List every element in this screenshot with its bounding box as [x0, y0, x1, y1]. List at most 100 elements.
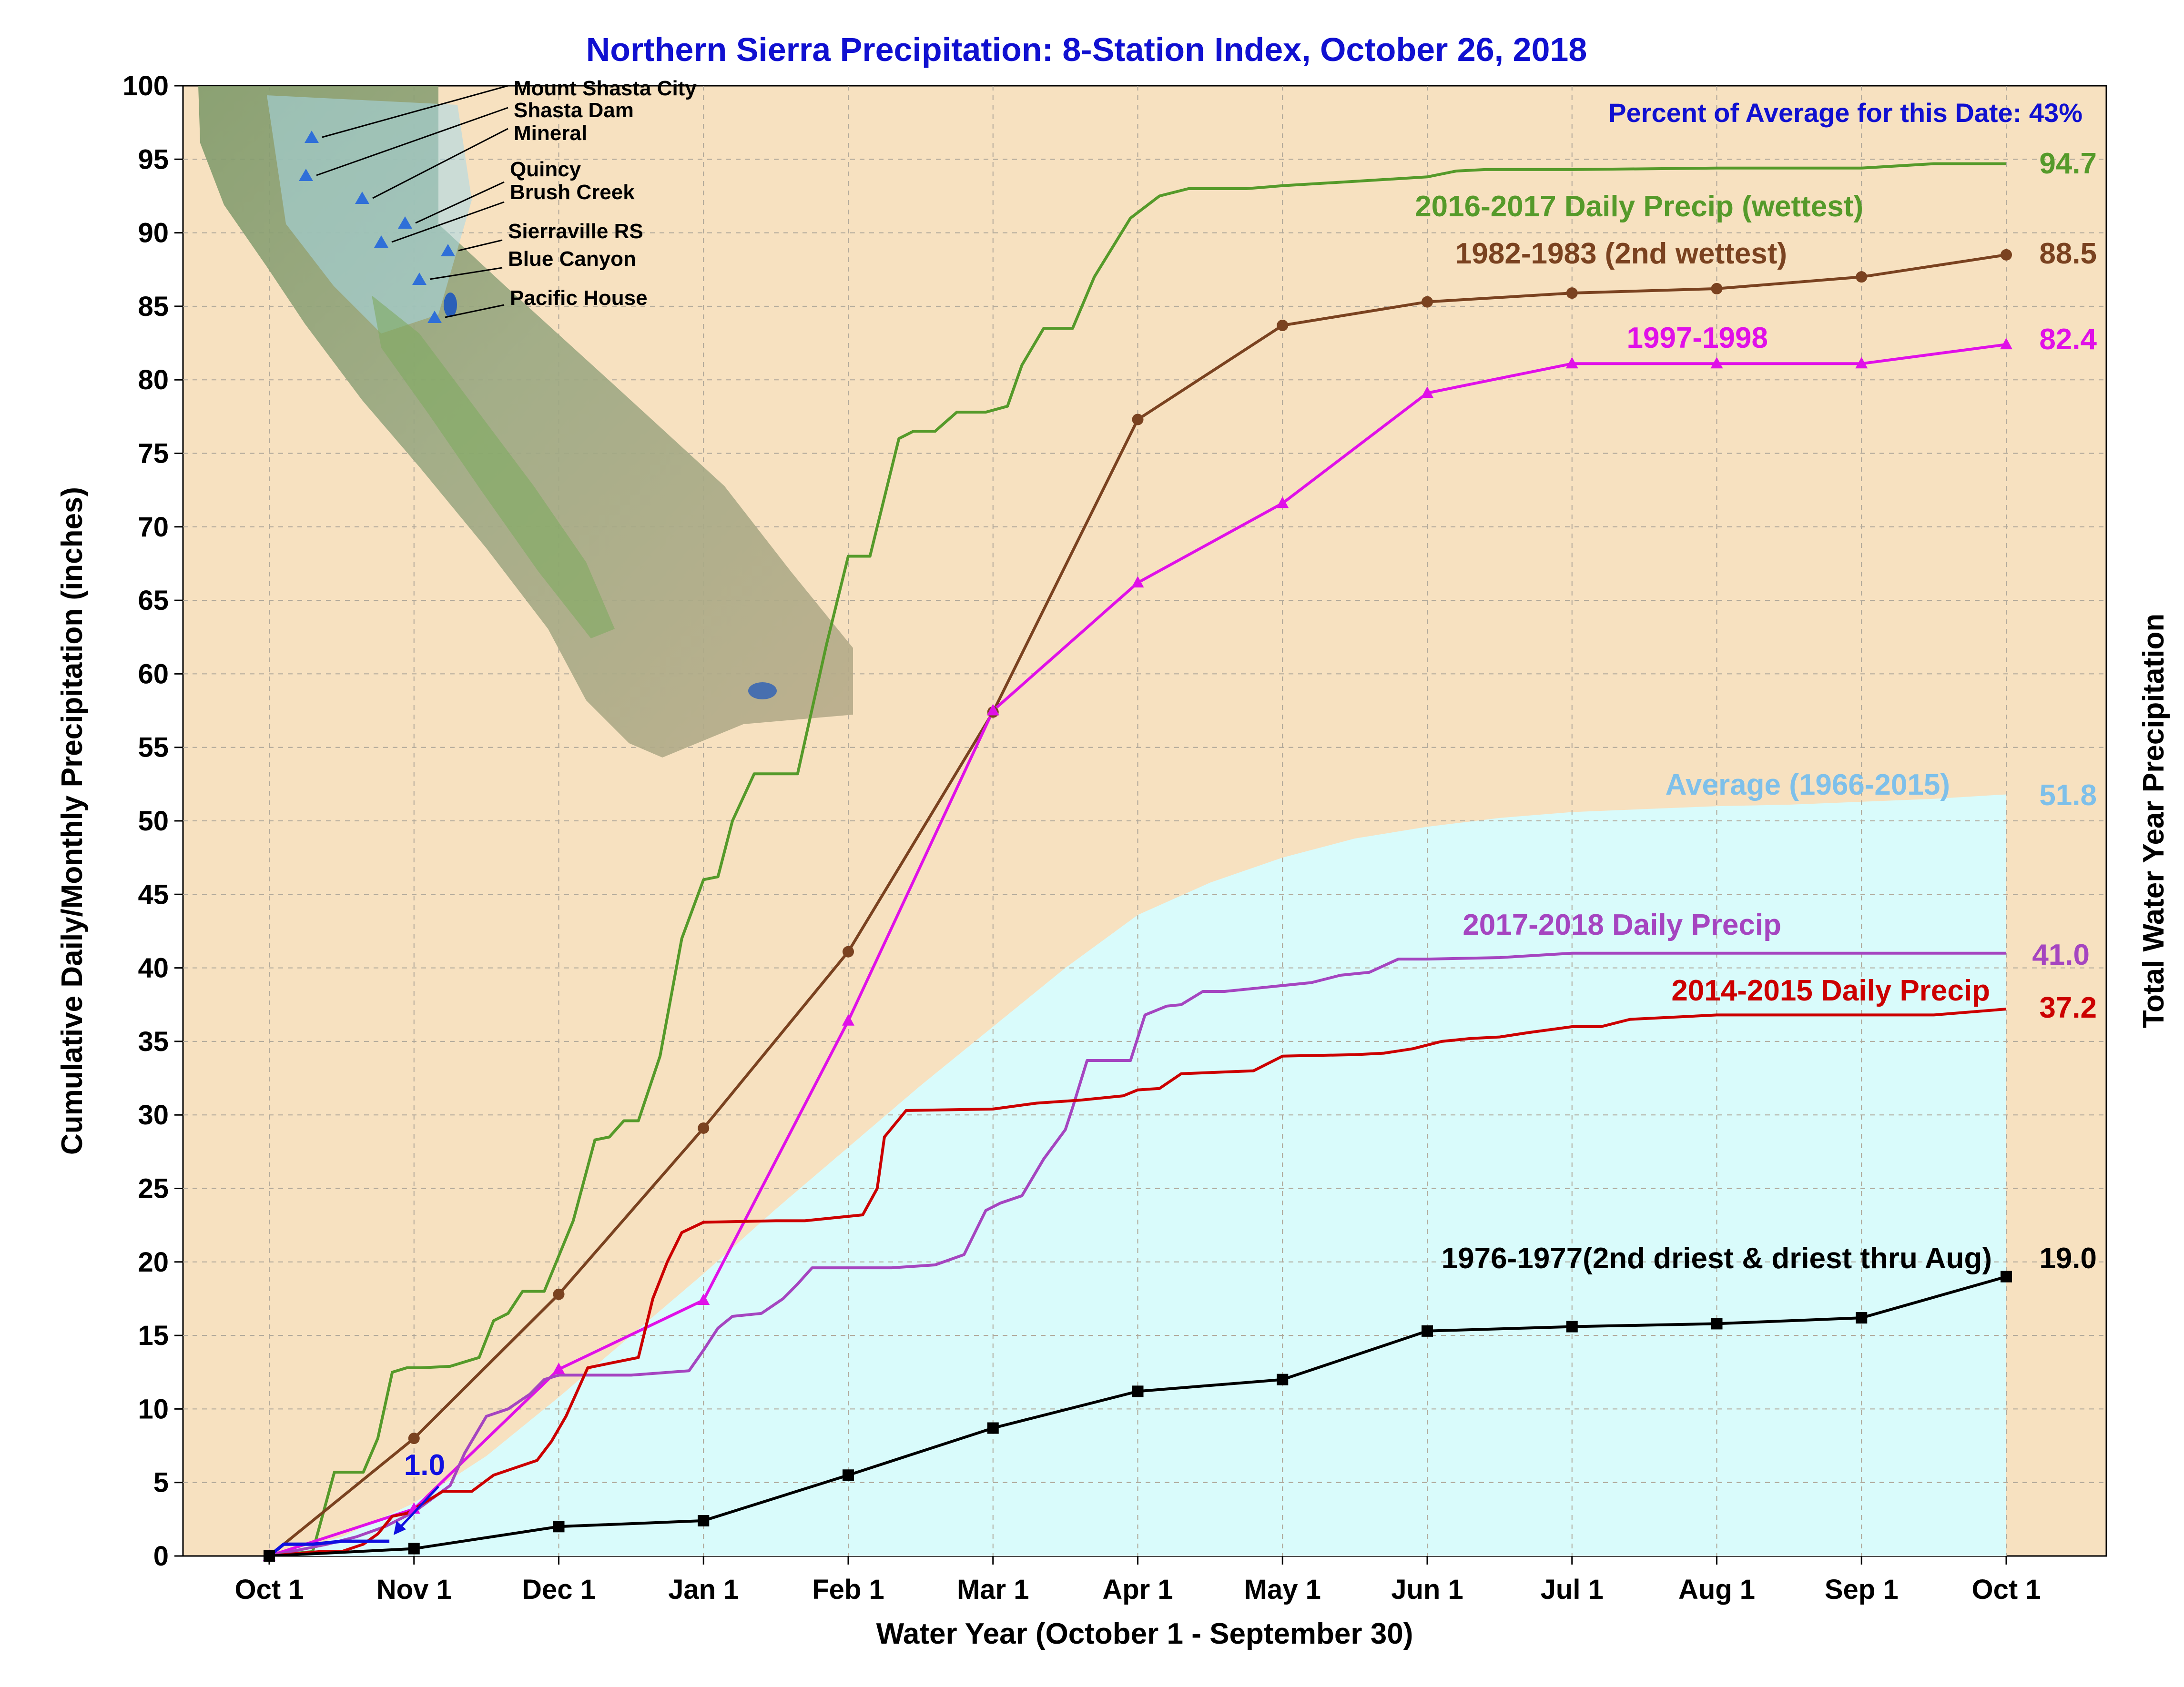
series-label-y1976: 1976-1977(2nd driest & driest thru Aug)	[1442, 1242, 1992, 1275]
data-point	[843, 946, 854, 958]
y-tick-label: 10	[138, 1394, 169, 1424]
total-label-wettest: 94.7	[2039, 147, 2097, 180]
data-point	[2001, 1271, 2012, 1283]
station-marker	[398, 216, 412, 229]
station-arrow	[372, 128, 508, 199]
series-label-y2014: 2014-2015 Daily Precip	[1671, 974, 1990, 1007]
data-point	[1856, 271, 1868, 283]
data-point	[1422, 296, 1433, 308]
station-arrow	[415, 181, 505, 224]
x-axis-title: Water Year (October 1 - September 30)	[876, 1617, 1413, 1650]
series-label-y1997: 1997-1998	[1627, 322, 1768, 354]
data-point	[1856, 1312, 1868, 1324]
data-point	[1276, 496, 1289, 508]
y-tick-label: 100	[122, 71, 169, 101]
x-tick-label: Nov 1	[376, 1574, 452, 1605]
data-point	[1565, 357, 1578, 369]
station-label: Pacific House	[510, 286, 648, 310]
data-point	[408, 1543, 420, 1555]
percent-of-average: Percent of Average for this Date: 43%	[1608, 98, 2082, 128]
x-tick-label: Jul 1	[1541, 1574, 1604, 1605]
total-label-current: 1.0	[404, 1449, 445, 1482]
data-point	[553, 1521, 565, 1533]
x-tick-label: May 1	[1244, 1574, 1321, 1605]
station-marker	[427, 311, 442, 323]
y-tick-label: 95	[138, 144, 169, 175]
data-point	[552, 1363, 565, 1374]
series-line-wettest	[269, 162, 2006, 1556]
y-axis-title: Cumulative Daily/Monthly Precipitation (…	[56, 487, 89, 1155]
data-point	[1132, 1385, 1144, 1397]
station-label: Brush Creek	[510, 181, 635, 204]
y-axis-right-title: Total Water Year Precipitation	[2137, 614, 2170, 1029]
station-marker	[305, 131, 319, 143]
data-point	[698, 1122, 710, 1134]
y-tick-label: 55	[138, 732, 169, 763]
y-tick-label: 0	[153, 1541, 169, 1572]
data-point	[1277, 320, 1289, 332]
y-tick-label: 50	[138, 806, 169, 837]
station-arrow	[445, 304, 505, 318]
y-tick-label: 65	[138, 585, 169, 616]
series-line-current	[268, 1539, 390, 1556]
y-tick-label: 60	[138, 658, 169, 689]
station-label: Mineral	[514, 121, 587, 145]
data-point	[1855, 357, 1868, 369]
station-arrow	[429, 267, 503, 280]
station-label: Quincy	[510, 158, 581, 181]
series-label-y2017: 2017-2018 Daily Precip	[1463, 909, 1781, 941]
y-tick-label: 5	[153, 1467, 169, 1498]
data-point	[1422, 1325, 1433, 1337]
x-tick-label: Feb 1	[812, 1574, 884, 1605]
data-point	[1421, 386, 1433, 398]
data-point	[987, 1422, 999, 1434]
station-marker	[355, 192, 369, 204]
data-point	[1132, 414, 1144, 425]
y-axis: 0 5 10 15 20 25 30 35 40 45 50 55 60 65 70 75 80 85 90 95 10…	[122, 71, 183, 1572]
northern-sierra-region	[267, 95, 472, 333]
station-label: Shasta Dam	[514, 99, 634, 122]
y-tick-label: 30	[138, 1100, 169, 1131]
y-tick-label: 90	[138, 218, 169, 249]
current-arrow-head	[394, 1521, 406, 1535]
x-tick-label: Aug 1	[1678, 1574, 1755, 1605]
grid-lines	[183, 86, 2106, 1556]
lake-tahoe	[444, 293, 457, 317]
y-tick-label: 70	[138, 512, 169, 543]
data-point	[1710, 357, 1723, 369]
data-point	[2000, 338, 2012, 350]
current-arrow	[397, 1485, 439, 1530]
station-marker	[412, 273, 427, 285]
data-point	[408, 1433, 420, 1445]
chart-title: Northern Sierra Precipitation: 8-Station…	[586, 31, 1587, 68]
y-tick-label: 25	[138, 1173, 169, 1204]
total-label-y1976: 19.0	[2039, 1242, 2097, 1275]
data-point	[1131, 576, 1144, 588]
data-point	[842, 1014, 854, 1026]
total-label-y2017: 41.0	[2032, 939, 2090, 971]
x-tick-label: Mar 1	[957, 1574, 1029, 1605]
station-arrow	[391, 201, 505, 243]
station-arrow	[316, 107, 508, 176]
x-tick-label: Apr 1	[1102, 1574, 1173, 1605]
data-point	[697, 1293, 710, 1305]
total-label-y2014: 37.2	[2039, 991, 2097, 1024]
station-marker	[299, 169, 313, 181]
data-point	[1711, 1318, 1723, 1330]
x-tick-label: Jun 1	[1391, 1574, 1463, 1605]
data-point	[698, 1515, 710, 1526]
total-label-y1997: 82.4	[2039, 323, 2097, 356]
x-axis: Oct 1 Nov 1 Dec 1 Jan 1 Feb 1 Mar 1 Apr 1 May 1…	[234, 1556, 2041, 1605]
station-marker	[441, 244, 455, 256]
x-tick-label: Sep 1	[1825, 1574, 1899, 1605]
salton-sea	[748, 682, 777, 699]
series-line-y2017	[269, 951, 2006, 1556]
station-marker	[374, 235, 388, 248]
x-tick-label: Dec 1	[522, 1574, 596, 1605]
series-label-average: Average (1966-2015)	[1666, 768, 1950, 801]
station-arrow	[458, 239, 503, 252]
data-point	[986, 704, 999, 716]
y-tick-label: 45	[138, 879, 169, 910]
x-tick-label: Oct 1	[1971, 1574, 2041, 1605]
